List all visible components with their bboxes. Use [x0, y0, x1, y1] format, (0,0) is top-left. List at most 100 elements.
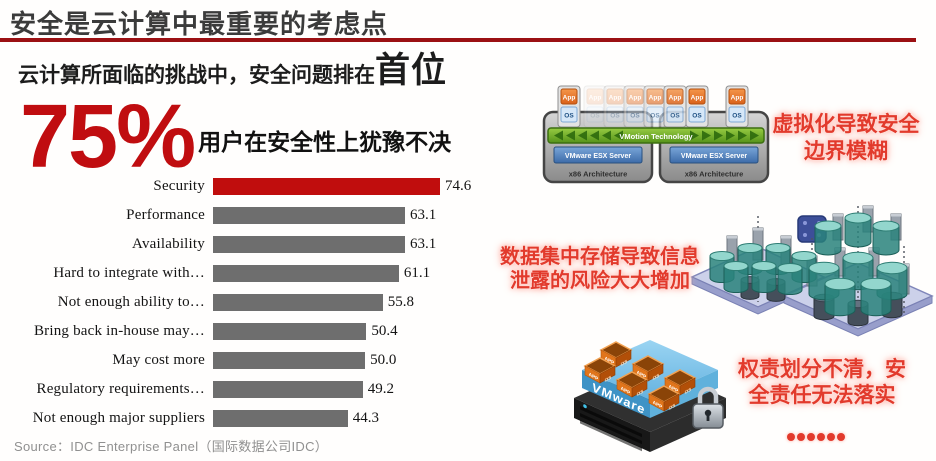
storage-cylinder: [860, 283, 892, 317]
chart-category-label: Regulatory requirements…: [36, 381, 205, 397]
caption-line: 全责任无法落实: [748, 384, 896, 407]
subtitle: 云计算所面临的挑战中，安全问题排在首位: [18, 50, 447, 92]
chart-row: Not enough ability to… 55.8: [0, 288, 471, 317]
caption-line: 虚拟化导致安全: [772, 113, 920, 136]
arrow-right-icon: [702, 130, 711, 141]
svg-text:OS: OS: [630, 113, 640, 120]
ellipsis-dot: [827, 433, 835, 441]
vm-stack: App OS: [663, 85, 687, 128]
app-os-crate: APP OS: [615, 371, 649, 398]
chart-value-label: 44.3: [352, 410, 380, 426]
svg-text:APP: APP: [589, 372, 599, 383]
storage-cylinder: [824, 283, 856, 317]
caption-virtualization: 虚拟化导致安全 边界模糊: [766, 111, 926, 165]
subtitle-highlight: 首位: [375, 51, 448, 90]
chart-value-label: 74.6: [445, 178, 472, 194]
vm-stack: App OS: [643, 85, 667, 128]
chart-bar: [213, 352, 366, 369]
chart-category-label: Availability: [132, 236, 205, 252]
page-title: 安全是云计算中最重要的考虑点: [10, 9, 389, 39]
caption-data-concentration: 数据集中存储导致信息 泄露的风险大大增加: [492, 245, 708, 293]
chart-value-label: 63.1: [410, 236, 437, 252]
chart-category-label: Hard to integrate with…: [53, 265, 205, 281]
caption-responsibility: 权责划分不清，安 全责任无法落实: [730, 357, 914, 409]
server-slots: [580, 404, 642, 452]
source-note: Source：IDC Enterprise Panel（国际数据公司IDC）: [14, 439, 329, 454]
chart-category-label: Security: [153, 178, 205, 194]
ellipsis-dot: [787, 433, 795, 441]
storage-cylinder: [751, 265, 777, 294]
svg-text:App: App: [649, 95, 662, 102]
chart-value-label: 61.1: [403, 265, 431, 281]
ellipsis-dot: [837, 433, 845, 441]
svg-text:OS: OS: [605, 374, 612, 384]
app-os-crate: APP OS: [663, 369, 697, 396]
stat-label: 用户在安全性上犹豫不决: [198, 129, 452, 155]
storage-cylinder: [723, 265, 749, 294]
storage-cylinder: [872, 225, 900, 256]
svg-text:OS: OS: [610, 113, 620, 120]
arrow-right-icon: [690, 130, 699, 141]
vmotion-arrow-icons: [554, 130, 759, 141]
chart-row: Performance 63.1: [0, 201, 471, 230]
svg-text:OS: OS: [732, 113, 742, 120]
svg-text:APP: APP: [621, 386, 631, 397]
arch-label-right: x86 Architecture: [685, 170, 744, 179]
vm-app-os-stacks: App OS App OS App OS App OS App OS App OS App OS App OS: [557, 85, 749, 128]
svg-text:APP: APP: [637, 370, 647, 381]
vm-stack: App OS: [603, 85, 627, 128]
chart-row: Bring back in-house may… 50.4: [0, 317, 471, 346]
app-os-crate: APP OS: [647, 385, 681, 412]
svg-text:OS: OS: [621, 358, 628, 368]
svg-text:APP: APP: [605, 356, 615, 367]
chart-value-label: 55.8: [387, 294, 415, 310]
chart-bar: [213, 323, 367, 340]
padlock-shackle-icon: [697, 386, 719, 404]
title-underline: [0, 38, 916, 42]
arrow-left-icon: [614, 130, 623, 141]
esx-bar-right: [669, 146, 759, 164]
svg-text:OS: OS: [669, 402, 676, 412]
vm-stack: App OS: [583, 85, 607, 128]
chart-bar: [213, 236, 405, 253]
padlock-keyhole-icon: [704, 409, 712, 417]
subtitle-text: 云计算所面临的挑战中，安全问题排在: [18, 64, 375, 87]
svg-text:OS: OS: [590, 113, 600, 120]
chart-category-label: Not enough ability to…: [57, 294, 205, 310]
app-os-crates: APP OS APP OS APP OS APP OS APP OS APP OS: [583, 341, 697, 412]
arrow-left-icon: [590, 130, 599, 141]
chart-category-label: Bring back in-house may…: [33, 323, 205, 339]
chart-value-label: 50.0: [370, 352, 397, 368]
chart-bar: [213, 207, 405, 224]
arrow-left-icon: [566, 130, 575, 141]
chart-category-label: May cost more: [112, 352, 205, 368]
svg-text:OS: OS: [564, 113, 574, 120]
chart-value-label: 50.4: [371, 323, 398, 339]
arrow-right-icon: [750, 130, 759, 141]
svg-text:OS: OS: [650, 113, 660, 120]
arrow-left-icon: [554, 130, 563, 141]
chart-row: Hard to integrate with… 61.1: [0, 259, 471, 288]
svg-text:OS: OS: [670, 113, 680, 120]
esx-bar-left: [553, 146, 643, 164]
chart-bar: [213, 265, 399, 282]
ellipsis-dots: [787, 433, 845, 441]
esx-label-left: VMware ESX Server: [565, 153, 631, 160]
chart-row: Availability 63.1: [0, 230, 471, 259]
bar-chart: Security 74.6 Performance 63.1 Availability 6…: [0, 172, 471, 433]
storage-illustration: [690, 205, 934, 337]
vm-stack: App OS: [725, 85, 749, 128]
server-led-icon: [583, 404, 587, 409]
svg-text:App: App: [589, 95, 602, 102]
esx-label-right: VMware ESX Server: [681, 153, 747, 160]
arrow-right-icon: [726, 130, 735, 141]
vmotion-bar: [547, 127, 765, 144]
chart-row: May cost more 50.0: [0, 346, 471, 375]
svg-text:App: App: [629, 95, 642, 102]
svg-text:OS: OS: [692, 113, 702, 120]
chart-value-label: 49.2: [367, 381, 394, 397]
caption-line: 权责划分不清，安: [738, 358, 906, 381]
stat-value: 75%: [20, 87, 196, 187]
